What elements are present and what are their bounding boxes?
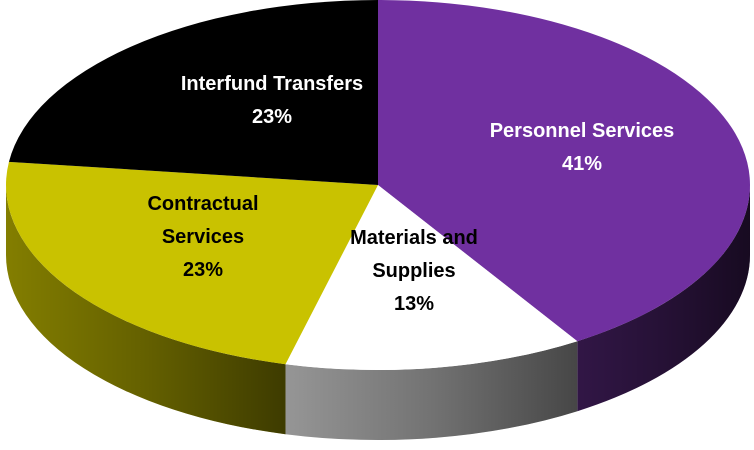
slice [285, 185, 578, 370]
category-label: Personnel Services [489, 120, 675, 142]
category-label: Interfund Transfers [180, 73, 364, 95]
value-label: 23% [251, 106, 293, 128]
slice-label: Contractual Services 23% [123, 188, 283, 287]
value-label: 23% [182, 259, 224, 281]
slice [5, 161, 378, 365]
slice-side-shade [285, 341, 578, 440]
value-label: 13% [393, 293, 435, 315]
value-label: 41% [561, 153, 603, 175]
slice [8, 0, 379, 185]
slice-label: Personnel Services 41% [452, 115, 712, 181]
slice [378, 0, 750, 342]
slice-label: Materials and Supplies 13% [324, 222, 504, 321]
category-label: Materials and Supplies [350, 227, 478, 282]
slice-label: Interfund Transfers 23% [142, 68, 402, 134]
category-label: Contractual Services [147, 193, 259, 248]
slice-side-shade [577, 185, 750, 412]
slice-side-shade [6, 185, 286, 435]
